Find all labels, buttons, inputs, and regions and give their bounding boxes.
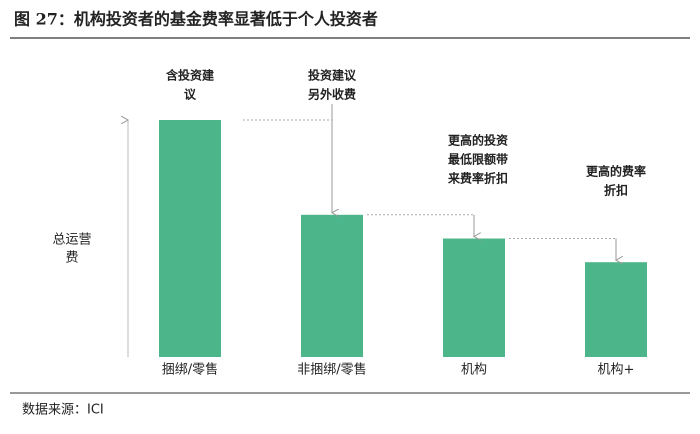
bar <box>443 238 505 357</box>
annotation: 含投资建 <box>166 68 215 83</box>
bar <box>301 214 363 357</box>
x-tick-label: 机构+ <box>598 363 635 378</box>
annotation: 折扣 <box>604 183 628 198</box>
annotation: 更高的投资 <box>448 133 508 148</box>
annotation: 议 <box>184 87 197 102</box>
y-axis-label: 费 <box>65 251 78 266</box>
bar <box>585 262 647 357</box>
annotation: 另外收费 <box>308 87 356 102</box>
x-tick-label: 非捆绑/零售 <box>297 362 366 378</box>
source: 数据来源：ICI <box>22 403 104 418</box>
x-tick-label: 机构 <box>461 363 487 378</box>
y-axis-label: 总运营 <box>52 233 91 248</box>
annotation: 投资建议 <box>308 68 357 83</box>
annotation: 来费率折扣 <box>447 171 508 186</box>
annotation: 更高的费率 <box>586 164 646 179</box>
annotation: 最低限额带 <box>448 152 508 167</box>
bar <box>159 120 221 357</box>
chart-title: 图 27：机构投资者的基金费率显著低于个人投资者 <box>14 10 378 29</box>
x-tick-label: 捆绑/零售 <box>162 362 218 378</box>
